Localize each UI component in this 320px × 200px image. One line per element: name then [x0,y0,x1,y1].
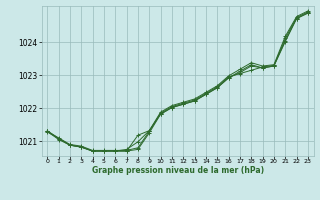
X-axis label: Graphe pression niveau de la mer (hPa): Graphe pression niveau de la mer (hPa) [92,166,264,175]
